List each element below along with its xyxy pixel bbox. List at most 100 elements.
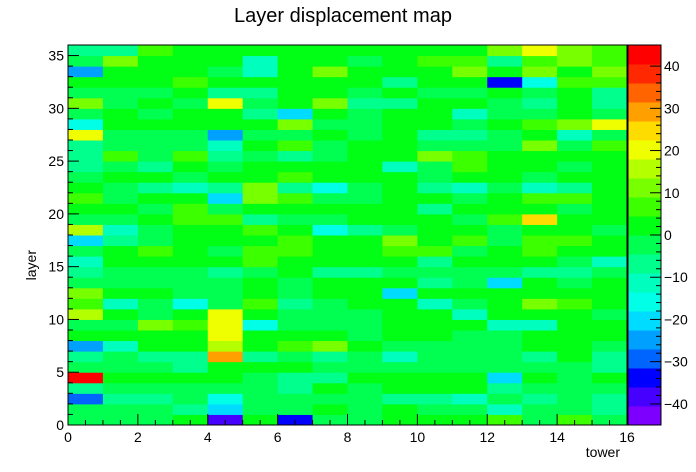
- heatmap-cell: [172, 66, 209, 78]
- heatmap-cell: [347, 393, 383, 405]
- heatmap-cell: [382, 182, 418, 194]
- heatmap-cell: [382, 414, 418, 426]
- heatmap-cell: [487, 97, 523, 109]
- heatmap-cell: [417, 45, 453, 57]
- heatmap-cell: [382, 161, 418, 173]
- heatmap-cell: [452, 361, 488, 373]
- colorbar: [628, 45, 661, 426]
- heatmap-cell: [207, 108, 244, 120]
- heatmap-cell: [592, 118, 628, 130]
- heatmap-cell: [347, 55, 383, 67]
- heatmap-cell: [102, 266, 139, 278]
- heatmap-cell: [207, 97, 244, 109]
- heatmap-cell: [417, 108, 453, 120]
- heatmap-cell: [312, 97, 348, 109]
- heatmap-cell: [137, 308, 174, 320]
- heatmap-cell: [557, 87, 593, 99]
- heatmap-cell: [242, 287, 279, 299]
- heatmap-cell: [242, 298, 279, 310]
- heatmap-cell: [102, 414, 139, 426]
- x-tick-label: 0: [64, 429, 72, 445]
- heatmap-cell: [172, 129, 209, 141]
- heatmap-cell: [172, 45, 209, 57]
- colorbar-band: [628, 140, 661, 160]
- colorbar-band: [628, 121, 661, 141]
- heatmap-cell: [382, 266, 418, 278]
- heatmap-cell: [137, 266, 174, 278]
- heatmap-cell: [487, 150, 523, 162]
- heatmap-cell: [277, 182, 314, 194]
- heatmap-cell: [592, 351, 628, 363]
- heatmap-cell: [522, 108, 558, 120]
- heatmap-cell: [417, 361, 453, 373]
- heatmap-cell: [417, 66, 453, 78]
- heatmap-cell: [487, 361, 523, 373]
- heatmap-cell: [207, 182, 244, 194]
- heatmap-cell: [592, 192, 628, 204]
- heatmap-cell: [382, 308, 418, 320]
- heatmap-cell: [557, 330, 593, 342]
- heatmap-cell: [312, 118, 348, 130]
- heatmap-cell: [137, 161, 174, 173]
- heatmap-cell: [382, 256, 418, 268]
- heatmap-cell: [487, 140, 523, 152]
- heatmap-cell: [347, 129, 383, 141]
- heatmap-cell: [522, 319, 558, 331]
- heatmap-cell: [312, 140, 348, 152]
- heatmap-cell: [417, 129, 453, 141]
- heatmap-cell: [592, 308, 628, 320]
- heatmap-cell: [207, 414, 244, 426]
- heatmap-cell: [207, 129, 244, 141]
- heatmap-cell: [102, 118, 139, 130]
- heatmap-cell: [382, 203, 418, 215]
- heatmap-cell: [312, 213, 348, 225]
- heatmap-cell: [277, 266, 314, 278]
- heatmap-cell: [68, 298, 104, 310]
- heatmap-cell: [382, 66, 418, 78]
- heatmap-cell: [312, 308, 348, 320]
- heatmap-cell: [242, 182, 279, 194]
- heatmap-cell: [417, 245, 453, 257]
- heatmap-cell: [312, 182, 348, 194]
- heatmap-cell: [522, 256, 558, 268]
- heatmap-cell: [347, 256, 383, 268]
- heatmap-cell: [487, 118, 523, 130]
- heatmap-cell: [382, 361, 418, 373]
- heatmap-cell: [487, 319, 523, 331]
- heatmap-cell: [277, 393, 314, 405]
- heatmap-cell: [242, 235, 279, 247]
- heatmap-cell: [242, 414, 279, 426]
- heatmap-cell: [417, 308, 453, 320]
- heatmap-cell: [452, 245, 488, 257]
- heatmap-cell: [172, 192, 209, 204]
- colorbar-band: [628, 330, 661, 350]
- heatmap-cell: [382, 319, 418, 331]
- heatmap-cell: [207, 403, 244, 415]
- colorbar-band: [628, 311, 661, 331]
- heatmap-cell: [102, 140, 139, 152]
- heatmap-cell: [417, 298, 453, 310]
- heatmap-cell: [382, 76, 418, 88]
- heatmap-cell: [487, 382, 523, 394]
- heatmap-cell: [68, 55, 104, 67]
- heatmap-cell: [68, 235, 104, 247]
- heatmap-cell: [557, 403, 593, 415]
- heatmap-cell: [557, 129, 593, 141]
- heatmap-cell: [522, 55, 558, 67]
- heatmap-cell: [102, 393, 139, 405]
- heatmap-cell: [487, 213, 523, 225]
- heatmap-cell: [592, 66, 628, 78]
- heatmap-cell: [68, 330, 104, 342]
- colorbar-band: [628, 197, 661, 217]
- heatmap-cell: [277, 287, 314, 299]
- colorbar-band: [628, 159, 661, 179]
- heatmap-cell: [522, 76, 558, 88]
- heatmap-cell: [382, 298, 418, 310]
- heatmap-cell: [487, 87, 523, 99]
- heatmap-cell: [172, 393, 209, 405]
- heatmap-cell: [102, 308, 139, 320]
- heatmap-cell: [137, 150, 174, 162]
- colorbar-tick-label: 30: [664, 100, 680, 116]
- heatmap-cell: [592, 108, 628, 120]
